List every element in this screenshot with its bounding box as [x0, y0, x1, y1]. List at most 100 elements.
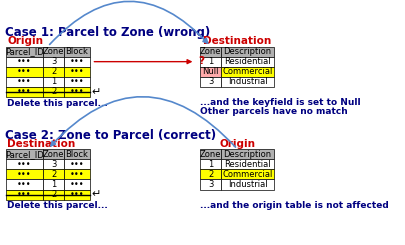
Bar: [221, 169, 274, 179]
Bar: [200, 149, 221, 159]
Text: •••: •••: [17, 67, 32, 76]
Text: •••: •••: [17, 160, 32, 169]
Text: •••: •••: [70, 87, 84, 96]
Text: Industrial: Industrial: [228, 180, 267, 189]
Bar: [43, 149, 64, 159]
Text: Commercial: Commercial: [222, 170, 273, 179]
Bar: [64, 169, 90, 179]
Text: •••: •••: [17, 77, 32, 86]
Text: Residential: Residential: [224, 57, 271, 66]
Bar: [200, 159, 221, 169]
Text: ↵: ↵: [92, 190, 101, 200]
Bar: [6, 47, 43, 57]
Text: Zone: Zone: [43, 150, 64, 159]
Text: •••: •••: [70, 170, 84, 179]
Text: 3: 3: [51, 160, 56, 169]
Text: Zone: Zone: [43, 47, 64, 56]
Text: ↵: ↵: [92, 87, 101, 97]
Bar: [6, 169, 43, 179]
Bar: [43, 87, 64, 97]
Text: Block: Block: [66, 47, 88, 56]
Text: 3: 3: [208, 77, 213, 86]
Bar: [200, 47, 221, 57]
Text: •••: •••: [70, 190, 84, 199]
Text: 1: 1: [51, 180, 56, 189]
Text: •••: •••: [70, 77, 84, 86]
Bar: [200, 57, 221, 67]
Text: Description: Description: [224, 47, 272, 56]
Text: 3: 3: [208, 180, 213, 189]
Text: •••: •••: [17, 170, 32, 179]
Text: Parcel_ID: Parcel_ID: [5, 150, 44, 159]
Text: 2: 2: [51, 190, 56, 199]
Bar: [43, 47, 64, 57]
Text: Zone: Zone: [200, 150, 222, 159]
Bar: [6, 87, 43, 97]
Bar: [6, 67, 43, 77]
Text: Delete this parcel...: Delete this parcel...: [7, 99, 108, 108]
Text: 2: 2: [51, 67, 56, 76]
Text: Case 1: Parcel to Zone (wrong): Case 1: Parcel to Zone (wrong): [5, 26, 210, 39]
Text: •••: •••: [70, 57, 84, 66]
Text: •••: •••: [70, 160, 84, 169]
Text: •••: •••: [17, 57, 32, 66]
Text: •••: •••: [70, 67, 84, 76]
Text: 1: 1: [51, 77, 56, 86]
Text: Residential: Residential: [224, 160, 271, 169]
Bar: [221, 159, 274, 169]
Bar: [200, 77, 221, 87]
Text: •••: •••: [17, 180, 32, 189]
Text: Commercial: Commercial: [222, 67, 273, 76]
Bar: [43, 169, 64, 179]
Bar: [43, 159, 64, 169]
Text: 2: 2: [51, 87, 56, 96]
Bar: [64, 179, 90, 190]
Text: •••: •••: [17, 87, 32, 96]
Bar: [43, 77, 64, 87]
Text: Description: Description: [224, 150, 272, 159]
Bar: [64, 57, 90, 67]
Bar: [64, 77, 90, 87]
Bar: [64, 87, 90, 97]
Text: Destination: Destination: [7, 139, 76, 149]
Text: Delete this parcel...: Delete this parcel...: [7, 201, 108, 210]
Text: Origin: Origin: [7, 37, 43, 47]
Text: Other parcels have no match: Other parcels have no match: [200, 107, 348, 116]
Bar: [43, 179, 64, 190]
Bar: [6, 57, 43, 67]
Text: 2: 2: [208, 170, 213, 179]
Text: Zone: Zone: [200, 47, 222, 56]
Bar: [221, 57, 274, 67]
Bar: [6, 77, 43, 87]
Bar: [221, 77, 274, 87]
Bar: [221, 67, 274, 77]
Text: •••: •••: [70, 180, 84, 189]
Bar: [221, 47, 274, 57]
Bar: [6, 190, 43, 200]
Text: Null: Null: [202, 67, 219, 76]
Bar: [64, 159, 90, 169]
Text: 2: 2: [51, 170, 56, 179]
Text: ...and the origin table is not affected: ...and the origin table is not affected: [200, 200, 389, 209]
Bar: [64, 190, 90, 200]
Text: Parcel_ID: Parcel_ID: [5, 47, 44, 56]
Bar: [200, 169, 221, 179]
Text: Industrial: Industrial: [228, 77, 267, 86]
Bar: [200, 179, 221, 190]
Text: Destination: Destination: [203, 37, 271, 47]
Bar: [43, 190, 64, 200]
Bar: [43, 57, 64, 67]
Text: 1: 1: [208, 160, 213, 169]
Text: ...and the keyfield is set to Null: ...and the keyfield is set to Null: [200, 98, 361, 107]
Bar: [6, 159, 43, 169]
Bar: [221, 179, 274, 190]
Bar: [6, 149, 43, 159]
Text: 3: 3: [51, 57, 56, 66]
Bar: [64, 149, 90, 159]
Text: Block: Block: [66, 150, 88, 159]
Text: •••: •••: [17, 190, 32, 199]
Bar: [64, 67, 90, 77]
Bar: [6, 179, 43, 190]
Text: ?: ?: [198, 56, 204, 66]
Bar: [200, 67, 221, 77]
